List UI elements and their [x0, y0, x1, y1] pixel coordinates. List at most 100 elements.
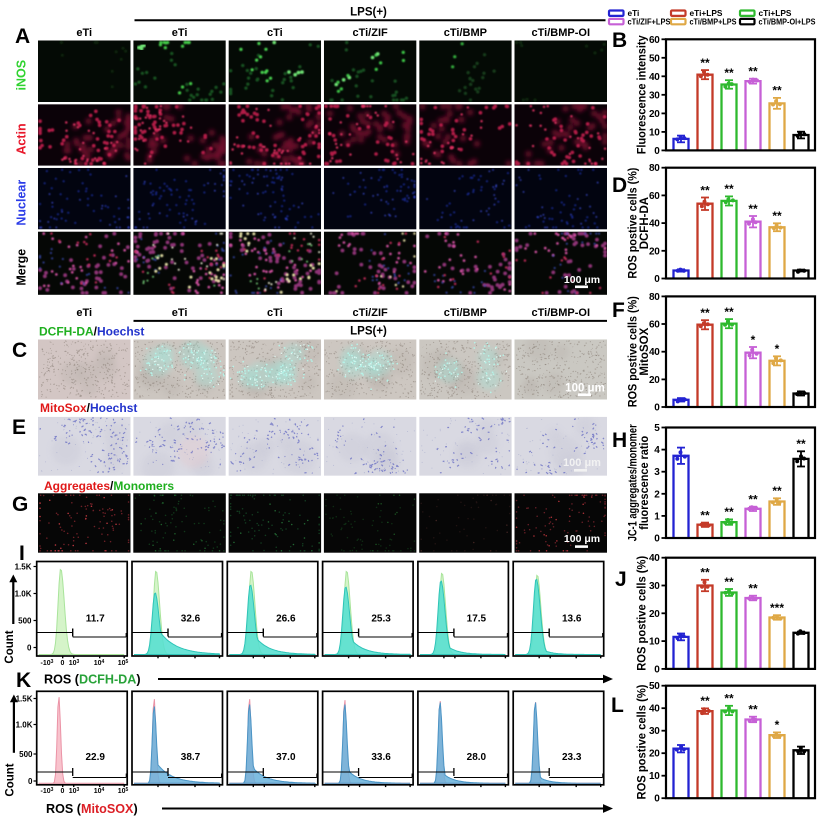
svg-text:cTi/ZIF: cTi/ZIF [352, 307, 388, 319]
svg-text:0: 0 [654, 534, 660, 545]
svg-text:38.7: 38.7 [181, 752, 201, 763]
svg-text:**: ** [796, 437, 806, 451]
svg-text:Merge: Merge [15, 249, 29, 286]
svg-text:30: 30 [649, 726, 660, 737]
svg-text:fluorescence ratio: fluorescence ratio [639, 436, 651, 530]
svg-text:30: 30 [649, 581, 660, 592]
svg-text:eTi: eTi [76, 27, 92, 39]
svg-text:0: 0 [654, 274, 660, 285]
svg-text:MitoSOX: MitoSOX [639, 327, 651, 375]
svg-text:ROS postive cells (%): ROS postive cells (%) [637, 556, 649, 671]
svg-text:40: 40 [649, 553, 660, 564]
svg-text:100 μm: 100 μm [565, 383, 605, 395]
svg-text:cTi/BMP: cTi/BMP [444, 27, 487, 39]
svg-text:**: ** [748, 703, 758, 717]
svg-text:105: 105 [118, 659, 129, 667]
svg-text:1.0K: 1.0K [16, 720, 33, 729]
svg-text:40: 40 [649, 347, 660, 358]
svg-text:-103: -103 [41, 787, 54, 795]
svg-text:**: ** [700, 566, 710, 580]
svg-text:**: ** [748, 65, 758, 79]
svg-text:26.6: 26.6 [276, 614, 296, 625]
svg-text:100 μm: 100 μm [564, 533, 600, 545]
svg-text:25.3: 25.3 [371, 614, 391, 625]
svg-text:**: ** [700, 694, 710, 708]
svg-text:0: 0 [654, 664, 660, 675]
svg-text:ROS (MitoSOX): ROS (MitoSOX) [46, 802, 138, 816]
svg-text:I: I [19, 542, 25, 565]
svg-text:Count: Count [4, 763, 16, 796]
svg-text:B: B [612, 29, 627, 52]
svg-text:80: 80 [649, 292, 660, 303]
svg-text:Nuclear: Nuclear [15, 180, 29, 226]
svg-text:1.5K: 1.5K [15, 562, 32, 571]
svg-text:**: ** [700, 508, 710, 522]
svg-text:***: *** [770, 601, 784, 615]
svg-text:cTi: cTi [267, 27, 283, 39]
svg-text:5: 5 [654, 423, 660, 434]
svg-text:20: 20 [649, 749, 660, 760]
svg-text:0: 0 [27, 643, 32, 652]
svg-text:eTi: eTi [172, 27, 188, 39]
svg-text:*: * [775, 718, 780, 732]
svg-text:50: 50 [649, 681, 660, 692]
svg-text:iNOS: iNOS [15, 60, 29, 91]
svg-text:cTi/BMP-OI: cTi/BMP-OI [532, 27, 590, 39]
svg-text:ROS (DCFH-DA): ROS (DCFH-DA) [44, 673, 141, 687]
svg-text:104: 104 [94, 787, 105, 795]
svg-text:F: F [612, 299, 625, 322]
svg-text:10: 10 [649, 637, 660, 648]
svg-text:Fluorescence intensity: Fluorescence intensity [637, 35, 649, 155]
svg-text:**: ** [748, 582, 758, 596]
svg-text:17.5: 17.5 [467, 614, 487, 625]
svg-text:20: 20 [649, 609, 660, 620]
svg-text:ROS postive cells (%): ROS postive cells (%) [628, 167, 640, 278]
svg-text:80: 80 [649, 163, 660, 174]
svg-text:33.6: 33.6 [371, 752, 391, 763]
svg-text:**: ** [724, 505, 734, 519]
svg-text:cTi/BMP: cTi/BMP [444, 307, 487, 319]
svg-text:40: 40 [649, 704, 660, 715]
svg-text:3: 3 [654, 467, 660, 478]
svg-text:32.6: 32.6 [181, 614, 201, 625]
svg-text:LPS(+): LPS(+) [350, 7, 387, 19]
svg-text:22.9: 22.9 [85, 752, 105, 763]
svg-text:1.5K: 1.5K [16, 694, 33, 703]
svg-text:105: 105 [118, 787, 129, 795]
svg-text:eTi+LPS: eTi+LPS [690, 8, 723, 18]
svg-text:cTi/ZIF: cTi/ZIF [352, 27, 388, 39]
svg-text:Count: Count [4, 630, 16, 663]
svg-text:50: 50 [649, 53, 660, 64]
svg-text:**: ** [700, 306, 710, 320]
svg-text:13.6: 13.6 [562, 614, 582, 625]
svg-text:28.0: 28.0 [467, 752, 487, 763]
svg-text:103: 103 [69, 659, 80, 667]
svg-text:100 μm: 100 μm [563, 457, 601, 469]
svg-text:H: H [612, 429, 627, 452]
svg-text:*: * [751, 333, 756, 347]
svg-text:10: 10 [649, 127, 660, 138]
svg-text:20: 20 [649, 109, 660, 120]
svg-text:500: 500 [19, 750, 33, 759]
svg-text:**: ** [724, 182, 734, 196]
svg-text:1.0K: 1.0K [15, 589, 32, 598]
svg-text:23.3: 23.3 [562, 752, 582, 763]
svg-text:0: 0 [654, 146, 660, 157]
svg-text:60: 60 [649, 35, 660, 46]
svg-text:cTi: cTi [267, 307, 283, 319]
svg-text:C: C [12, 339, 27, 362]
svg-text:A: A [15, 25, 30, 48]
svg-text:Actin: Actin [15, 123, 29, 154]
svg-text:DCFH-DA: DCFH-DA [639, 197, 651, 249]
svg-text:**: ** [724, 575, 734, 589]
svg-text:J: J [615, 568, 627, 591]
svg-text:**: ** [772, 209, 782, 223]
svg-text:cTi/BMP-OI: cTi/BMP-OI [532, 307, 590, 319]
svg-text:0: 0 [61, 660, 65, 667]
svg-text:4: 4 [654, 445, 660, 456]
svg-text:eTi: eTi [76, 307, 92, 319]
svg-text:**: ** [700, 56, 710, 70]
svg-text:Aggregates/Monomers: Aggregates/Monomers [44, 479, 174, 493]
svg-text:DCFH-DA/Hoechst: DCFH-DA/Hoechst [39, 325, 144, 339]
svg-text:11.7: 11.7 [86, 614, 105, 625]
